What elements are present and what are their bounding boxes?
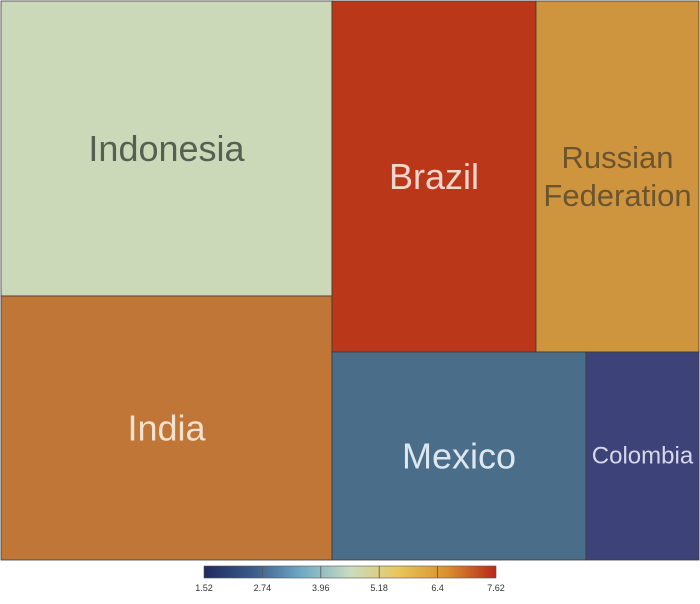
colorscale-tick-label: 3.96 xyxy=(312,583,330,593)
tile-label-india: India xyxy=(127,408,206,449)
colorscale-legend: 1.52 2.74 3.96 5.18 6.4 7.62 xyxy=(195,565,505,593)
colorscale-tick-label: 7.62 xyxy=(487,583,505,593)
colorscale-tick-label: 1.52 xyxy=(195,583,213,593)
tile-india[interactable] xyxy=(0,295,333,561)
tile-label-colombia: Colombia xyxy=(592,443,694,470)
colorscale-tick-label: 2.74 xyxy=(254,583,272,593)
tile-colombia[interactable] xyxy=(585,351,700,561)
tile-label-russian-federation-line-2: Federation xyxy=(543,178,691,213)
tile-label-indonesia: Indonesia xyxy=(88,128,245,169)
tile-label-brazil: Brazil xyxy=(389,156,479,197)
colorscale-tick-label: 6.4 xyxy=(431,583,444,593)
tile-label-russian-federation-line-1: Russian xyxy=(562,140,674,175)
tile-label-mexico: Mexico xyxy=(402,436,516,477)
tile-russian-federation[interactable] xyxy=(535,0,700,353)
tile-brazil[interactable] xyxy=(331,0,537,353)
tile-mexico[interactable] xyxy=(331,351,587,561)
tile-indonesia[interactable] xyxy=(0,0,333,297)
colorscale-tick-label: 5.18 xyxy=(370,583,388,593)
colorscale-bar xyxy=(203,565,497,579)
